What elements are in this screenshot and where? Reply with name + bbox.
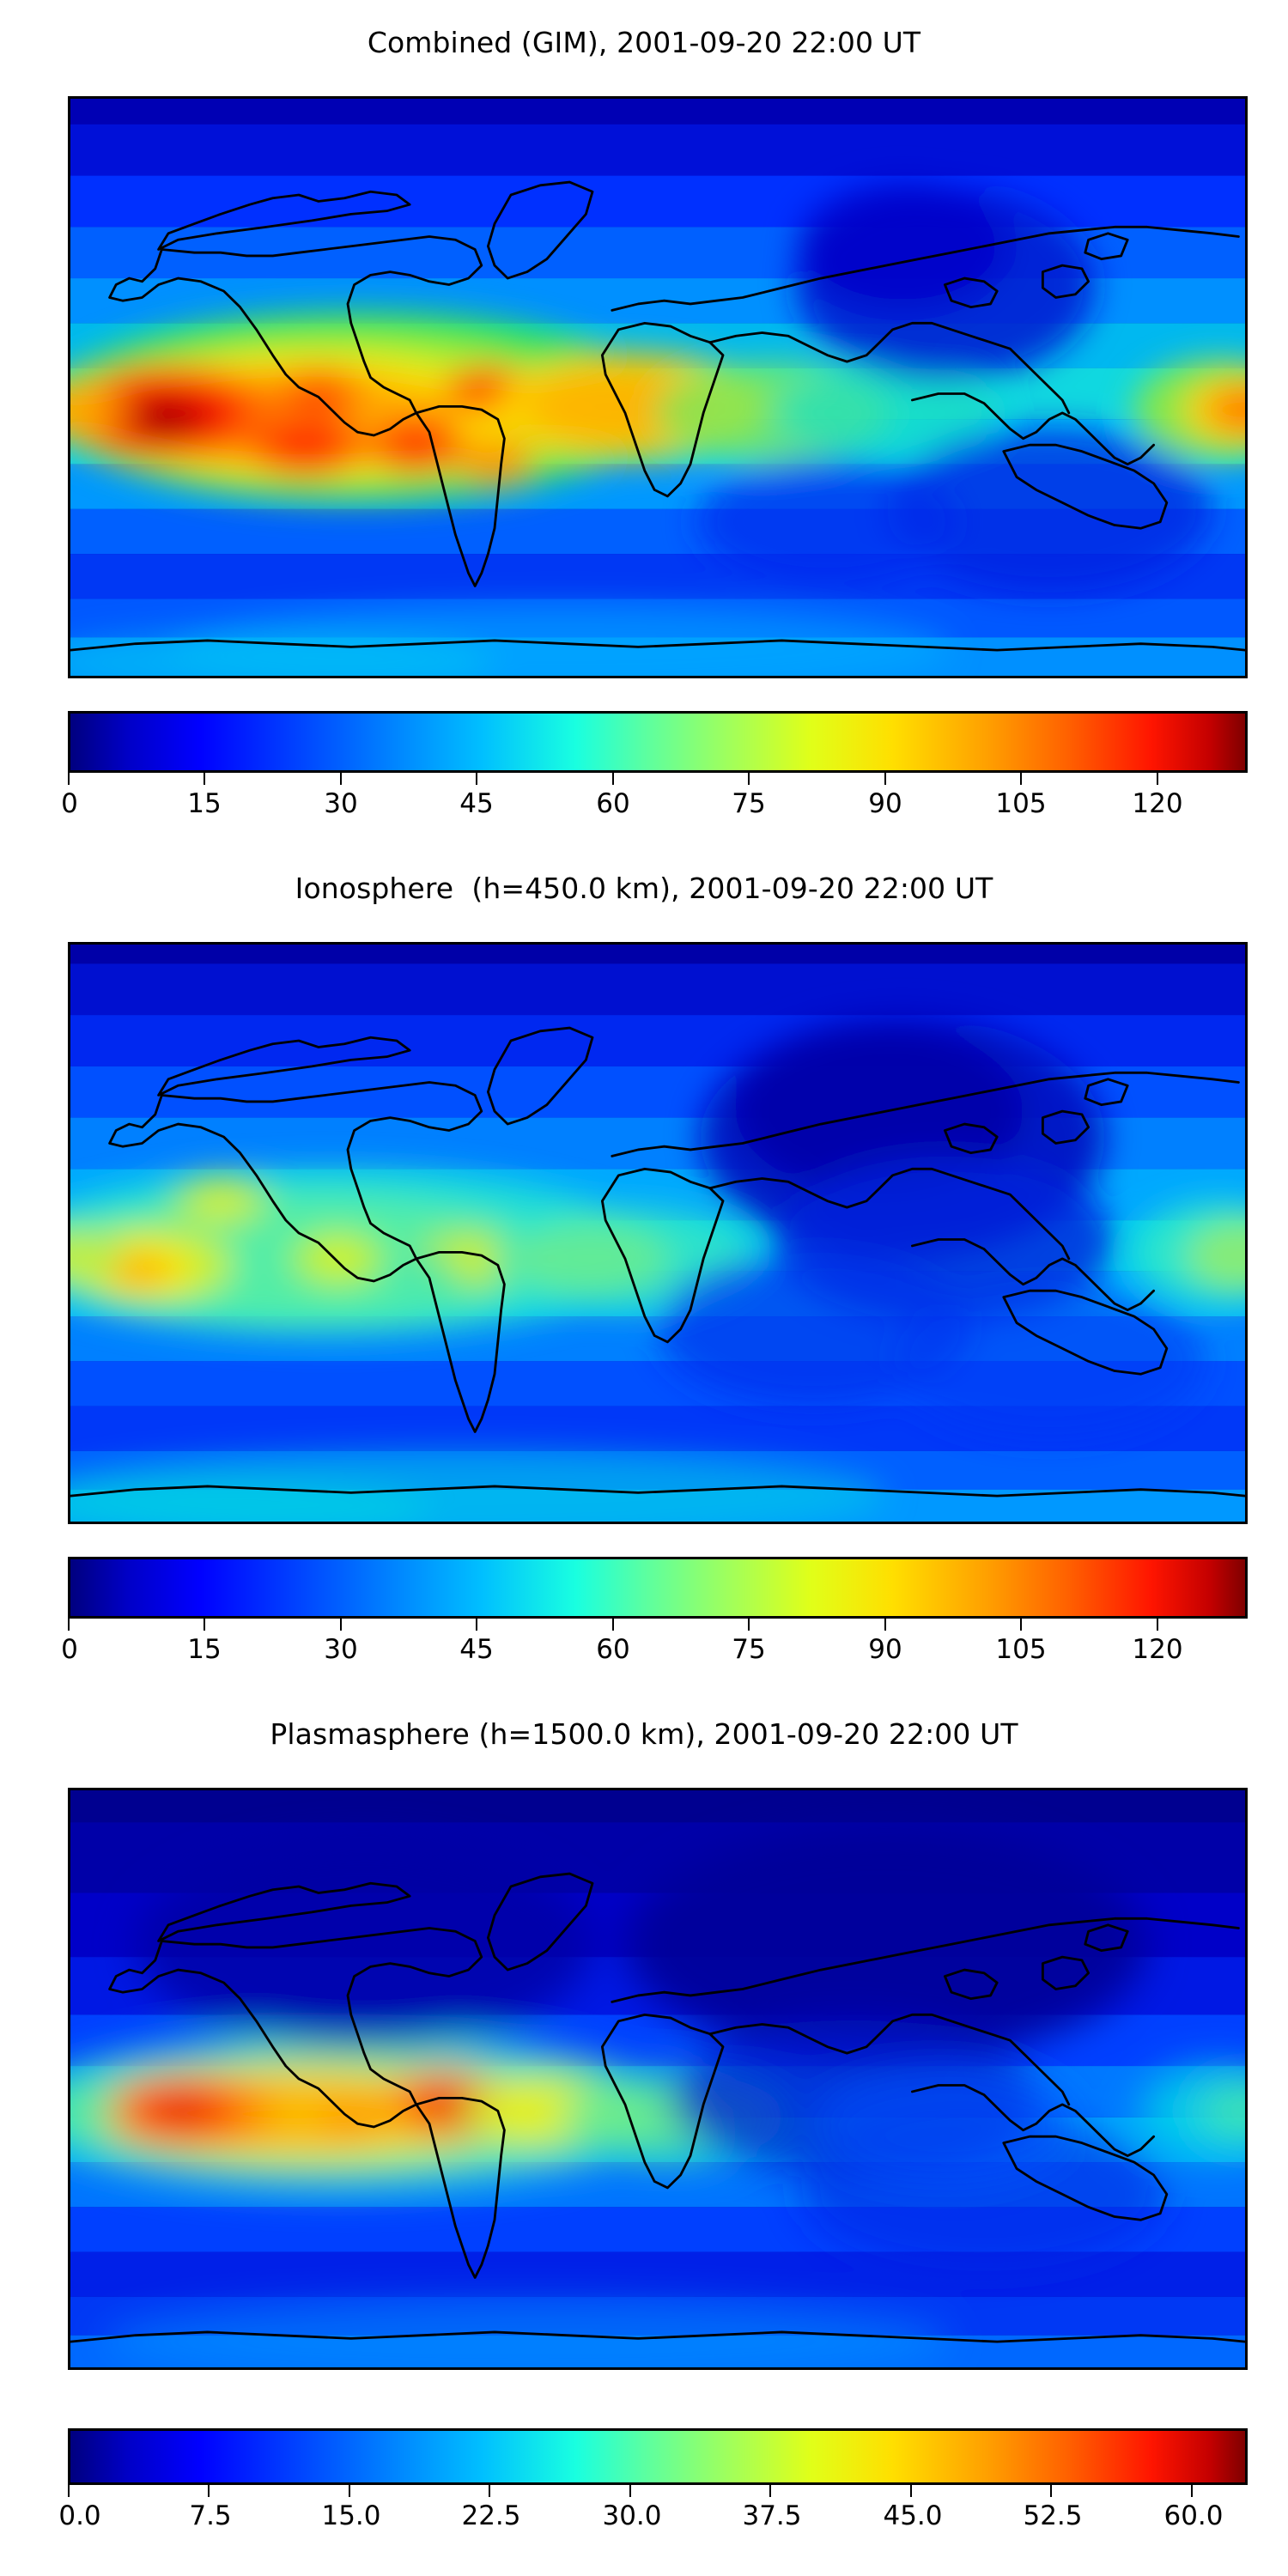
cb1-label-7: 105 [995,788,1047,819]
cb3-label-3: 22.5 [461,2500,521,2531]
coastlines-ionosphere [70,1026,1245,1498]
colorbar-labels-combined: 0 15 30 45 60 75 90 105 120 [61,788,1248,828]
map-canvas-combined [70,99,1245,676]
panel-title-ionosphere: Ionosphere (h=450.0 km), 2001-09-20 22:0… [295,872,993,905]
map-plasmasphere [68,1788,1248,2370]
panel-title-combined: Combined (GIM), 2001-09-20 22:00 UT [367,26,921,59]
colorbar-bar-plasmasphere [68,2428,1248,2485]
cb2-label-7: 105 [995,1634,1047,1665]
colorbar-ticks-combined [68,773,1248,785]
colorbar-ionosphere: 0 15 30 45 60 75 90 105 120 [61,1557,1248,1668]
panel-plasmasphere: Plasmasphere (h=1500.0 km), 2001-09-20 2… [0,1692,1288,2576]
cb2-label-8: 120 [1132,1634,1183,1665]
cb3-label-6: 45.0 [883,2500,943,2531]
colorbar-labels-plasmasphere: 0.0 7.5 15.0 22.5 30.0 37.5 45.0 52.5 60… [58,2500,1248,2540]
cb3-label-7: 52.5 [1023,2500,1083,2531]
colorbar-bar-ionosphere [68,1557,1248,1619]
cb3-label-5: 37.5 [742,2500,802,2531]
map-ionosphere [68,942,1248,1524]
cb1-label-6: 90 [868,788,902,819]
cb1-label-1: 15 [187,788,222,819]
cb1-label-2: 30 [324,788,358,819]
cb2-label-1: 15 [187,1634,222,1665]
cb3-label-8: 60.0 [1163,2500,1224,2531]
cb2-label-2: 30 [324,1634,358,1665]
cb1-label-0: 0 [61,788,78,819]
map-combined-gim [68,96,1248,678]
colorbar-gradient-combined [70,714,1245,770]
map-canvas-ionosphere [70,945,1245,1522]
colorbar-bar-combined [68,711,1248,773]
cb3-label-0: 0.0 [58,2500,101,2531]
cb3-label-4: 30.0 [602,2500,662,2531]
cb2-label-0: 0 [61,1634,78,1665]
colorbar-labels-ionosphere: 0 15 30 45 60 75 90 105 120 [61,1634,1248,1674]
colorbar-combined: 0 15 30 45 60 75 90 105 120 [61,711,1248,823]
cb1-label-5: 75 [732,788,766,819]
cb2-label-5: 75 [732,1634,766,1665]
colorbar-ticks-ionosphere [68,1619,1248,1631]
colorbar-plasmasphere: 0.0 7.5 15.0 22.5 30.0 37.5 45.0 52.5 60… [58,2428,1248,2540]
coastlines-combined [70,180,1245,652]
panel-ionosphere: Ionosphere (h=450.0 km), 2001-09-20 22:0… [0,846,1288,1692]
coastlines-plasmasphere [70,1872,1245,2343]
cb3-label-1: 7.5 [189,2500,232,2531]
map-canvas-plasmasphere [70,1790,1245,2367]
cb2-label-6: 90 [868,1634,902,1665]
panel-title-plasmasphere: Plasmasphere (h=1500.0 km), 2001-09-20 2… [270,1717,1018,1751]
cb2-label-3: 45 [459,1634,494,1665]
colorbar-gradient-plasmasphere [70,2431,1245,2482]
colorbar-gradient-ionosphere [70,1559,1245,1616]
cb1-label-4: 60 [596,788,630,819]
cb1-label-8: 120 [1132,788,1183,819]
colorbar-ticks-plasmasphere [68,2485,1248,2497]
cb3-label-2: 15.0 [321,2500,381,2531]
cb2-label-4: 60 [596,1634,630,1665]
panel-combined-gim: Combined (GIM), 2001-09-20 22:00 UT [0,0,1288,846]
cb1-label-3: 45 [459,788,494,819]
